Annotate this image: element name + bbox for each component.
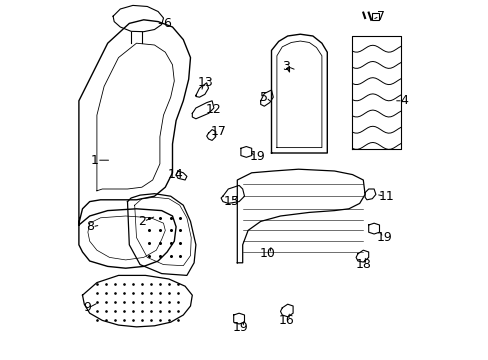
Text: 9: 9 [82, 301, 91, 314]
Text: 15: 15 [224, 195, 239, 208]
Bar [371, 13, 379, 20]
Text: 17: 17 [210, 125, 226, 138]
Text: 16: 16 [279, 314, 294, 327]
Text: 11: 11 [378, 190, 394, 203]
Text: 14: 14 [167, 168, 183, 181]
Text: 10: 10 [260, 247, 275, 260]
Text: 7: 7 [377, 10, 385, 23]
Text: 8: 8 [86, 220, 94, 233]
Text: 1: 1 [91, 154, 99, 167]
Text: 5: 5 [260, 91, 268, 104]
Text: 2: 2 [138, 215, 145, 228]
Text: 13: 13 [197, 76, 213, 89]
Text: 6: 6 [163, 17, 171, 30]
Text: 18: 18 [355, 258, 371, 271]
Text: 19: 19 [376, 231, 392, 244]
Text: 4: 4 [400, 94, 408, 107]
Text: 12: 12 [205, 103, 222, 116]
Text: 19: 19 [249, 150, 264, 163]
Text: 19: 19 [233, 321, 248, 334]
Text: 3: 3 [282, 60, 289, 73]
